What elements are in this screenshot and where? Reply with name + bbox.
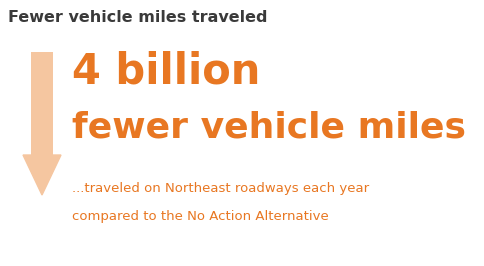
Text: 4 billion: 4 billion [72, 50, 260, 92]
Text: fewer vehicle miles: fewer vehicle miles [72, 110, 465, 144]
Text: Fewer vehicle miles traveled: Fewer vehicle miles traveled [8, 10, 267, 25]
Text: compared to the No Action Alternative: compared to the No Action Alternative [72, 210, 328, 223]
FancyBboxPatch shape [31, 52, 53, 155]
Polygon shape [23, 155, 61, 195]
Text: ...traveled on Northeast roadways each year: ...traveled on Northeast roadways each y… [72, 182, 368, 195]
